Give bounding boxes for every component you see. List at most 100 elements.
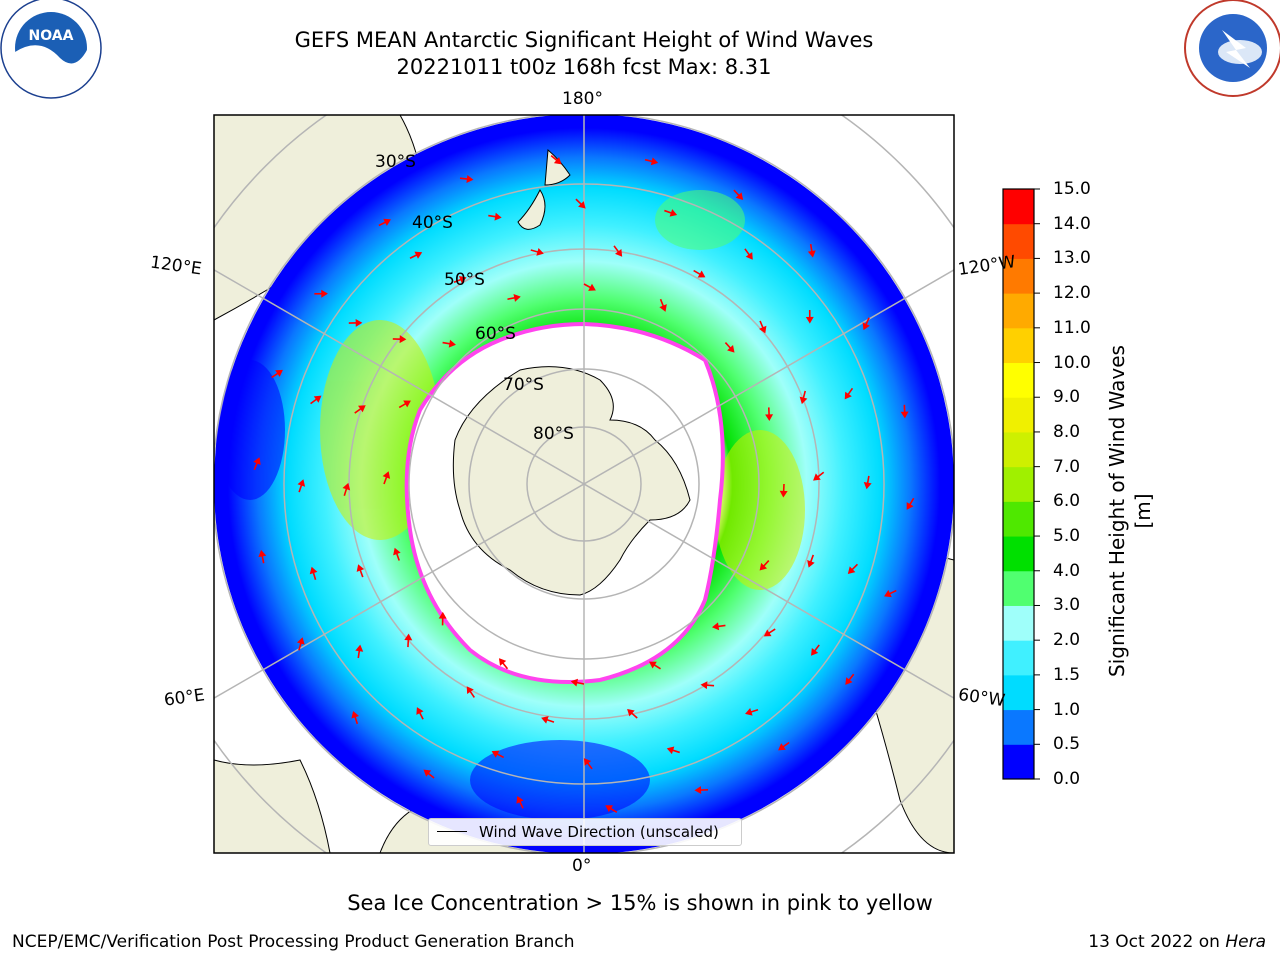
wind-wave-arrow [516,796,524,809]
colorbar-bin [1003,640,1034,676]
lat-label-60: 60°S [475,324,516,344]
lat-label-70: 70°S [503,375,544,395]
wind-wave-arrow [805,310,814,324]
wind-wave-arrow [438,611,447,626]
wind-wave-arrow [466,686,476,698]
nws-logo [1184,0,1280,97]
wind-wave-arrow [570,678,585,687]
wind-wave-arrow [258,549,267,564]
colorbar-bin [1003,362,1034,398]
wind-wave-arrow [799,390,808,405]
wind-wave-arrow [355,644,364,659]
colorbar-bin [1003,570,1034,606]
title-line-1: GEFS MEAN Antarctic Significant Height o… [294,28,874,52]
colorbar-tick-label: 0.0 [1053,769,1081,789]
wind-wave-arrow [664,209,678,217]
wind-wave-arrow [488,212,502,221]
wind-wave-arrow [807,554,815,568]
wind-wave-arrow [900,404,909,419]
legend-label: Wind Wave Direction (unscaled) [479,823,719,841]
legend-line-swatch [437,831,467,832]
wind-wave-arrow [398,400,411,409]
colorbar-bin [1003,709,1034,745]
noaa-logo-text: NOAA [29,28,74,44]
colorbar-tick-label: 3.0 [1053,595,1081,616]
wind-wave-arrow [700,681,715,690]
lat-label-80: 80°S [533,424,574,444]
wind-wave-arrow [310,395,322,405]
colorbar [1002,188,1040,780]
colorbar-bin [1003,536,1034,572]
wind-wave-arrow [845,673,855,685]
wind-wave-arrow [711,622,726,631]
wind-wave-arrow [744,248,753,260]
wind-wave-arrow [348,318,363,327]
colorbar-tick-label: 9.0 [1053,387,1081,408]
map-panel [213,114,955,854]
wind-wave-arrow [583,283,596,291]
wind-wave-arrow [541,716,555,724]
wind-wave-arrow [393,547,401,561]
wind-wave-arrow [733,189,744,200]
wind-wave-arrow [351,710,359,725]
wind-wave-arrow [459,175,474,183]
colorbar-bin [1003,397,1034,433]
wind-wave-arrow [844,387,854,400]
wind-wave-arrow [409,251,423,259]
colorbar-bin [1003,501,1034,537]
wind-wave-arrow [863,475,872,490]
lat-label-40: 40°S [412,213,453,233]
colorbar-tick-label: 8.0 [1053,421,1081,442]
colorbar-tick-label: 15.0 [1053,179,1091,199]
colorbar-bin [1003,258,1034,294]
wind-wave-arrow [862,317,870,331]
wind-wave-arrow [627,709,638,719]
wind-wave-arrow [811,644,820,656]
colorbar-tick-label: 11.0 [1053,317,1091,338]
wind-wave-arrow [724,342,735,353]
wind-wave-arrow [613,245,623,257]
wind-wave-arrow [342,482,351,497]
colorbar-tick-label: 10.0 [1053,352,1091,373]
colorbar-tick-label: 1.5 [1053,664,1081,685]
wind-wave-arrow [778,741,790,751]
wind-wave-arrow [416,707,424,720]
wind-wave-arrow [423,769,435,779]
wind-wave-arrow [498,658,509,670]
graticule [214,115,954,853]
colorbar-tick-label: 13.0 [1053,248,1091,269]
colorbar-tick-label: 1.0 [1053,699,1081,720]
wind-wave-arrow [694,786,709,795]
colorbar-bin [1003,189,1034,225]
wind-wave-arrow [442,339,456,348]
wind-wave-arrow [271,369,283,379]
wind-wave-arrow [666,746,680,755]
wind-wave-arrow [253,457,261,471]
colorbar-tick-label: 6.0 [1053,491,1081,512]
wind-wave-arrow [491,750,505,759]
noaa-logo: NOAA [0,0,102,99]
wind-wave-arrow [745,708,759,716]
lat-label-30: 30°S [375,152,416,172]
wind-wave-arrow [884,589,897,598]
wind-wave-arrow [605,805,618,814]
lat-label-50: 50°S [444,270,485,290]
wind-wave-arrow [309,566,318,580]
colorbar-bin [1003,293,1034,329]
colorbar-tick-label: 2.0 [1053,630,1081,651]
colorbar-bin [1003,466,1034,502]
title-line-2: 20221011 t00z 168h fcst Max: 8.31 [396,55,772,79]
colorbar-bin [1003,605,1034,641]
footer-credit: NCEP/EMC/Verification Post Processing Pr… [12,932,575,952]
wind-wave-arrows [253,155,915,814]
lon-label-bottom: 0° [572,856,592,876]
lon-label-top: 180° [562,89,603,109]
wind-wave-arrow [314,289,328,298]
colorbar-tick-label: 5.0 [1053,526,1081,547]
wind-wave-arrow [583,758,593,770]
wind-wave-arrow [765,407,774,422]
colorbar-tick-label: 12.0 [1053,283,1091,304]
wind-wave-arrow [297,479,306,493]
footer-date-text: 13 Oct 2022 on [1088,932,1226,952]
